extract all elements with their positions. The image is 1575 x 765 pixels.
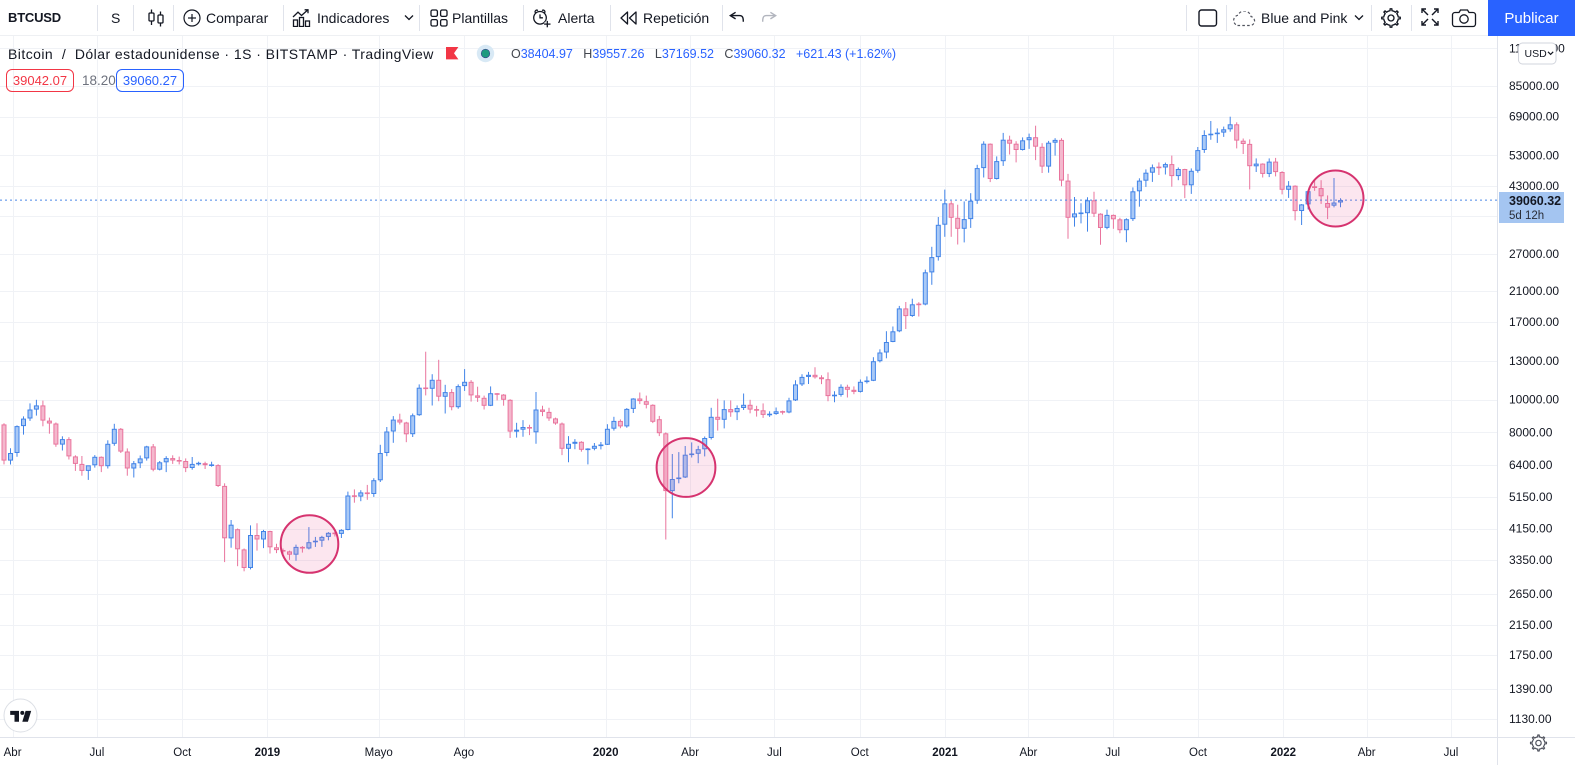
svg-text:1750.00: 1750.00 bbox=[1509, 648, 1553, 662]
svg-text:Jul: Jul bbox=[1105, 747, 1120, 759]
svg-text:13000.00: 13000.00 bbox=[1509, 354, 1559, 368]
svg-text:69000.00: 69000.00 bbox=[1509, 110, 1559, 124]
svg-text:2020: 2020 bbox=[593, 747, 619, 759]
svg-text:21000.00: 21000.00 bbox=[1509, 284, 1559, 298]
svg-text:Ago: Ago bbox=[454, 747, 474, 759]
svg-text:1130.00: 1130.00 bbox=[1509, 712, 1552, 726]
svg-text:43000.00: 43000.00 bbox=[1509, 179, 1559, 193]
svg-text:Abr: Abr bbox=[681, 747, 699, 759]
svg-text:Abr: Abr bbox=[1019, 747, 1037, 759]
svg-text:39060.32: 39060.32 bbox=[1509, 194, 1561, 208]
svg-text:27000.00: 27000.00 bbox=[1509, 247, 1559, 261]
svg-text:5d 12h: 5d 12h bbox=[1509, 210, 1544, 222]
svg-text:10000.00: 10000.00 bbox=[1509, 393, 1559, 407]
svg-text:USD: USD bbox=[1525, 48, 1548, 60]
svg-text:2150.00: 2150.00 bbox=[1509, 618, 1553, 632]
svg-text:5150.00: 5150.00 bbox=[1509, 490, 1553, 504]
svg-text:8000.00: 8000.00 bbox=[1509, 425, 1553, 439]
svg-text:85000.00: 85000.00 bbox=[1509, 79, 1559, 93]
svg-text:4150.00: 4150.00 bbox=[1509, 522, 1553, 536]
svg-text:Oct: Oct bbox=[851, 747, 870, 759]
svg-text:3350.00: 3350.00 bbox=[1509, 553, 1553, 567]
svg-text:Abr: Abr bbox=[4, 747, 22, 759]
svg-text:1390.00: 1390.00 bbox=[1509, 682, 1553, 696]
svg-text:Abr: Abr bbox=[1358, 747, 1376, 759]
svg-text:Oct: Oct bbox=[173, 747, 192, 759]
svg-text:Jul: Jul bbox=[1444, 747, 1459, 759]
svg-text:Jul: Jul bbox=[90, 747, 105, 759]
svg-text:Jul: Jul bbox=[767, 747, 782, 759]
svg-text:6400.00: 6400.00 bbox=[1509, 458, 1553, 472]
svg-text:53000.00: 53000.00 bbox=[1509, 148, 1559, 162]
svg-text:Mayo: Mayo bbox=[365, 747, 393, 759]
svg-text:17000.00: 17000.00 bbox=[1509, 315, 1559, 329]
svg-text:Oct: Oct bbox=[1189, 747, 1208, 759]
svg-text:2650.00: 2650.00 bbox=[1509, 587, 1553, 601]
svg-text:2019: 2019 bbox=[255, 747, 281, 759]
svg-text:2022: 2022 bbox=[1271, 747, 1297, 759]
svg-text:2021: 2021 bbox=[932, 747, 958, 759]
